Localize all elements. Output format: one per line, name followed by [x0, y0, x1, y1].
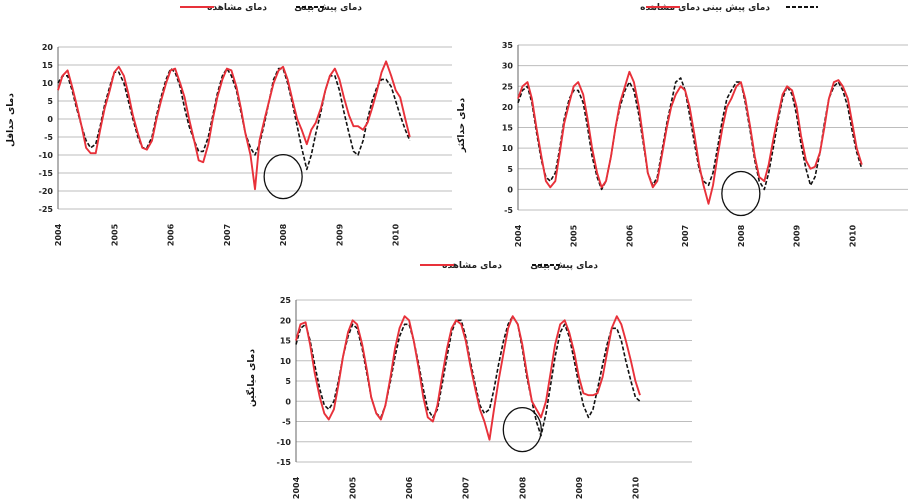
y-tick-label: 5 [47, 97, 53, 106]
y-tick-label: 20 [42, 43, 54, 52]
x-tick-label: 2006 [625, 224, 634, 247]
y-tick-label: -5 [282, 418, 291, 427]
y-tick-label: -20 [39, 187, 54, 196]
x-tick-label: 2010 [848, 224, 857, 247]
anomaly-highlight-circle [263, 153, 303, 200]
y-tick-label: 5 [285, 377, 291, 386]
y-tick-label: 20 [280, 316, 292, 325]
y-tick-label: -10 [277, 438, 292, 447]
legend-predicted-label: دمای پیش بینی [294, 3, 362, 13]
x-tick-label: 2004 [54, 223, 63, 246]
legend-predicted-label: دمای پیش بینی [702, 3, 770, 13]
y-tick-label: 0 [47, 115, 53, 124]
x-tick-label: 2005 [110, 223, 119, 246]
y-tick-label: 10 [280, 357, 292, 366]
x-tick-label: 2006 [167, 223, 176, 246]
x-tick-label: 2008 [518, 476, 527, 499]
x-tick-label: 2004 [292, 476, 301, 499]
legend-predicted-label: دمای پیش بینی [530, 261, 598, 271]
y-tick-label: -5 [44, 133, 53, 142]
y-tick-label: 15 [502, 124, 514, 133]
y-tick-label: -15 [39, 169, 54, 178]
legend-observed-label: دمای مشاهده [207, 3, 267, 13]
y-axis-label: دمای میانگین [245, 349, 257, 407]
y-tick-label: -5 [504, 206, 513, 215]
anomaly-highlight-circle [721, 170, 761, 217]
predicted-series-line [57, 67, 411, 171]
y-tick-label: 10 [502, 144, 514, 153]
predicted-series-line [517, 77, 863, 191]
x-tick-label: 2006 [405, 476, 414, 499]
x-tick-label: 2008 [737, 224, 746, 247]
observed-series-line [517, 70, 863, 205]
x-tick-label: 2010 [631, 476, 640, 499]
y-tick-label: 25 [502, 82, 514, 91]
anomaly-highlight-circle [502, 406, 542, 453]
y-tick-label: 25 [280, 296, 292, 305]
min-temp-chart: دمای مشاهده دمای پیش بینی دمای حداقل 201… [6, 3, 452, 246]
observed-series-line [295, 315, 641, 441]
x-tick-label: 2009 [575, 476, 584, 499]
observed-series-line [57, 60, 411, 191]
x-tick-label: 2009 [793, 224, 802, 247]
x-tick-label: 2005 [349, 476, 358, 499]
mean-temp-chart: دمای مشاهده دمای پیش بینی دمای میانگین 2… [245, 261, 692, 499]
y-tick-label: 5 [507, 165, 513, 174]
y-tick-label: -10 [39, 151, 54, 160]
y-tick-label: 15 [280, 337, 292, 346]
x-tick-label: 2010 [392, 223, 401, 246]
y-axis-label: دمای حداکثر [457, 98, 467, 154]
x-tick-label: 2007 [681, 225, 690, 247]
x-tick-label: 2005 [570, 224, 579, 247]
x-tick-label: 2007 [462, 477, 471, 499]
y-tick-label: 0 [507, 185, 513, 194]
y-tick-label: 35 [502, 41, 514, 50]
y-tick-label: 0 [285, 397, 291, 406]
y-tick-label: 30 [502, 62, 514, 71]
y-tick-label: 10 [42, 79, 54, 88]
x-tick-label: 2009 [335, 223, 344, 246]
legend-observed-label: دمای مشاهده [442, 261, 502, 271]
y-tick-label: 15 [42, 61, 54, 70]
x-tick-label: 2008 [279, 223, 288, 246]
x-tick-label: 2004 [514, 224, 523, 247]
y-axis-label: دمای حداقل [6, 93, 16, 147]
y-tick-label: -25 [39, 205, 54, 214]
y-tick-label: -15 [277, 458, 292, 467]
x-tick-label: 2007 [223, 224, 232, 246]
max-temp-chart: دمای پیش بینی دمای مشاهده دمای حداکثر 35… [457, 3, 908, 247]
y-tick-label: 20 [502, 103, 514, 112]
